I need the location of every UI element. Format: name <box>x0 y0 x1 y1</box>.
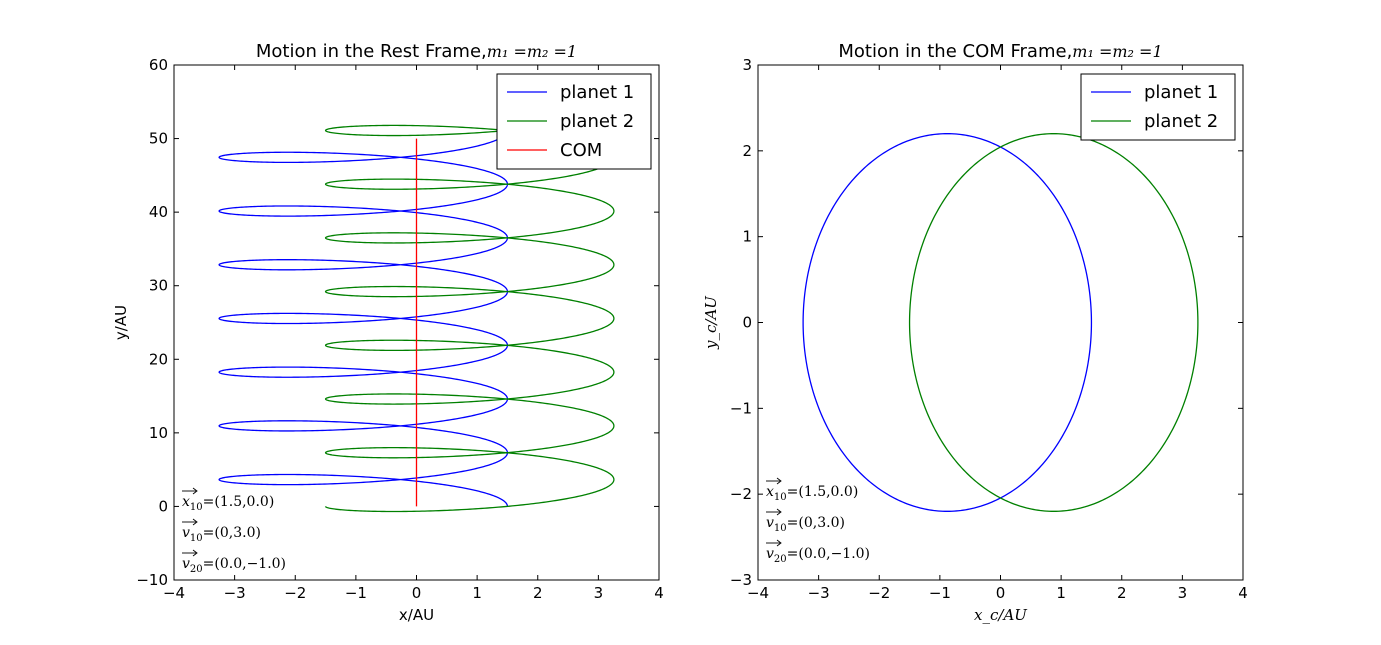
annotation-text: x10=(1.5,0.0) <box>182 494 274 513</box>
y-tick-label: 2 <box>742 142 752 160</box>
y-tick-label: 0 <box>742 314 752 332</box>
plot-area <box>802 133 1199 512</box>
y-axis-label: y_c/AU <box>702 295 720 350</box>
series-planet-1 <box>802 133 1093 512</box>
x-tick-label: −3 <box>224 584 246 602</box>
x-axis-label: x/AU <box>399 606 434 624</box>
y-tick-label: 1 <box>742 228 752 246</box>
y-tick-label: −3 <box>730 571 752 589</box>
x-tick-label: 1 <box>1056 584 1066 602</box>
x-tick-label: 0 <box>996 584 1006 602</box>
x-tick-label: −3 <box>808 584 830 602</box>
x-tick-label: 4 <box>654 584 664 602</box>
y-tick-label: −10 <box>136 571 168 589</box>
annotation-text: x10=(1.5,0.0) <box>766 484 858 503</box>
x-tick-label: 1 <box>472 584 482 602</box>
chart-title: Motion in the COM Frame,m₁ =m₂ =1 <box>838 41 1162 62</box>
series-planet-2 <box>324 88 615 513</box>
plot-area <box>218 88 615 513</box>
y-tick-label: 10 <box>149 424 168 442</box>
x-tick-label: 0 <box>412 584 422 602</box>
x-tick-label: 4 <box>1238 584 1248 602</box>
legend-label: planet 2 <box>1144 111 1218 132</box>
x-tick-label: −4 <box>163 584 185 602</box>
y-tick-label: 50 <box>149 130 168 148</box>
x-tick-label: −1 <box>345 584 367 602</box>
annotation-text: v10=(0,3.0) <box>766 515 845 534</box>
x-tick-label: −4 <box>747 584 769 602</box>
legend-label: planet 1 <box>1144 82 1218 103</box>
axes-frame <box>757 64 1244 581</box>
y-tick-label: −1 <box>730 399 752 417</box>
x-tick-label: 2 <box>1117 584 1127 602</box>
y-tick-label: 0 <box>158 497 168 515</box>
y-tick-label: −2 <box>730 485 752 503</box>
y-tick-label: 60 <box>149 56 168 74</box>
x-tick-label: 3 <box>594 584 604 602</box>
x-tick-label: −1 <box>929 584 951 602</box>
annotation-text: v20=(0.0,−1.0) <box>766 546 870 565</box>
x-tick-label: −2 <box>284 584 306 602</box>
legend-label: COM <box>560 140 602 161</box>
chart-title: Motion in the Rest Frame,m₁ =m₂ =1 <box>256 41 577 62</box>
y-tick-label: 30 <box>149 277 168 295</box>
y-tick-label: 3 <box>742 56 752 74</box>
y-tick-label: 40 <box>149 203 168 221</box>
x-axis-label: x_c/AU <box>974 606 1028 624</box>
series-planet-1 <box>218 133 509 507</box>
x-tick-label: 3 <box>1178 584 1188 602</box>
legend-label: planet 2 <box>560 111 634 132</box>
initial-conditions: x10=(1.5,0.0) v10=(0,3.0) v20=(0.0,−1.0) <box>182 487 286 575</box>
series-planet-2 <box>908 133 1199 512</box>
y-axis-label: y/AU <box>112 305 130 340</box>
legend: planet 1 planet 2 <box>1080 73 1236 141</box>
x-tick-label: 2 <box>533 584 543 602</box>
annotation-text: v20=(0.0,−1.0) <box>182 556 286 575</box>
annotation-text: v10=(0,3.0) <box>182 525 261 544</box>
y-tick-label: 20 <box>149 350 168 368</box>
initial-conditions: x10=(1.5,0.0) v10=(0,3.0) v20=(0.0,−1.0) <box>766 477 870 565</box>
legend: planet 1 planet 2 COM <box>496 73 652 170</box>
x-tick-label: −2 <box>868 584 890 602</box>
legend-label: planet 1 <box>560 82 634 103</box>
